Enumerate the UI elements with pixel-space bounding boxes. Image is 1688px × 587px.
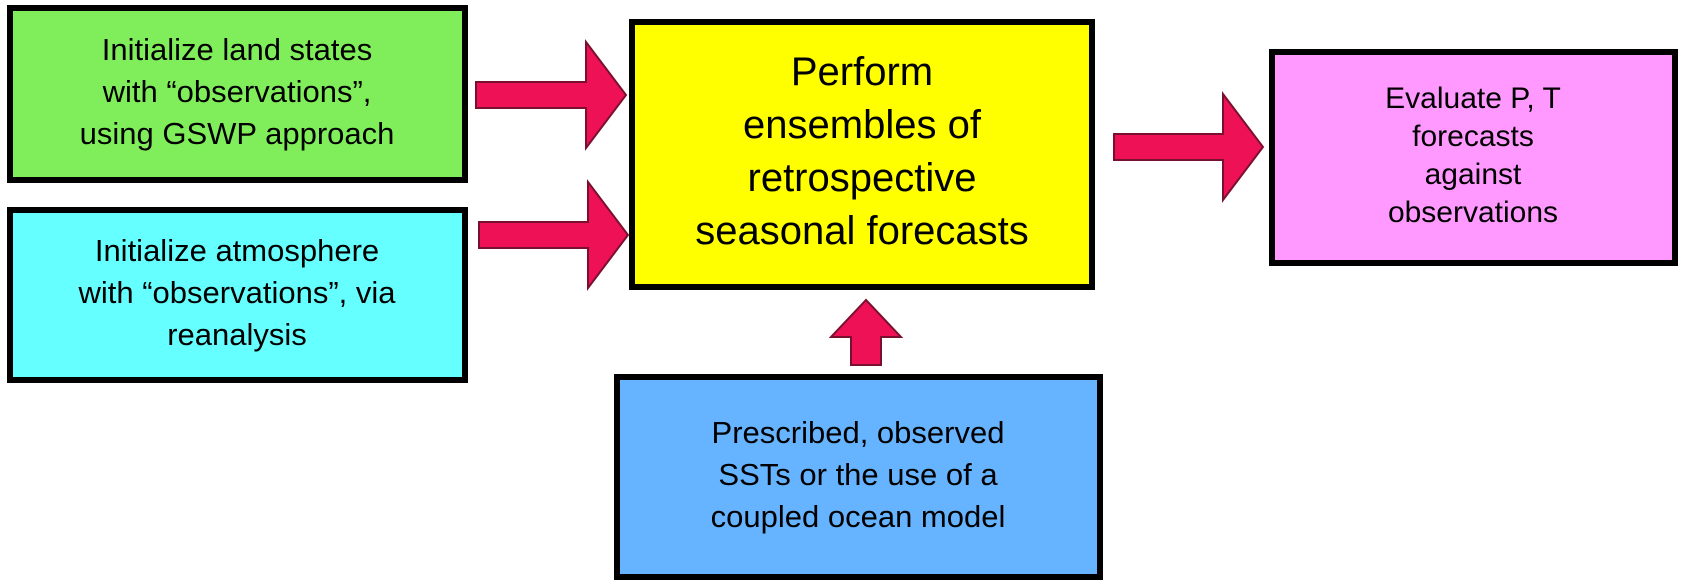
node-label: Prescribed, observed (712, 415, 1005, 450)
arrow (828, 298, 904, 366)
arrow (475, 39, 628, 151)
node-label: seasonal forecasts (695, 209, 1029, 253)
arrow (1113, 91, 1265, 203)
box-land (7, 5, 468, 183)
node-label: forecasts (1412, 120, 1534, 153)
box-forecasts (629, 19, 1095, 290)
node-label: coupled ocean model (711, 499, 1006, 534)
node-label: against (1425, 158, 1522, 191)
box-atmosphere (7, 207, 468, 383)
node-label: with “observations”, via (77, 275, 396, 310)
node-label: Initialize atmosphere (95, 233, 379, 268)
node-label: with “observations”, (102, 74, 372, 109)
node-label: Perform (791, 50, 933, 94)
arrow (478, 179, 630, 291)
node-label: observations (1388, 196, 1558, 229)
node-label: ensembles of (743, 103, 982, 147)
box-sst (614, 374, 1103, 580)
node-label: Initialize land states (102, 32, 373, 67)
node-label: SSTs or the use of a (718, 457, 998, 492)
box-evaluate (1269, 49, 1678, 266)
node-label: using GSWP approach (80, 116, 395, 151)
node-label: retrospective (748, 156, 977, 200)
node-label: Evaluate P, T (1385, 82, 1561, 115)
node-label: reanalysis (167, 317, 307, 352)
